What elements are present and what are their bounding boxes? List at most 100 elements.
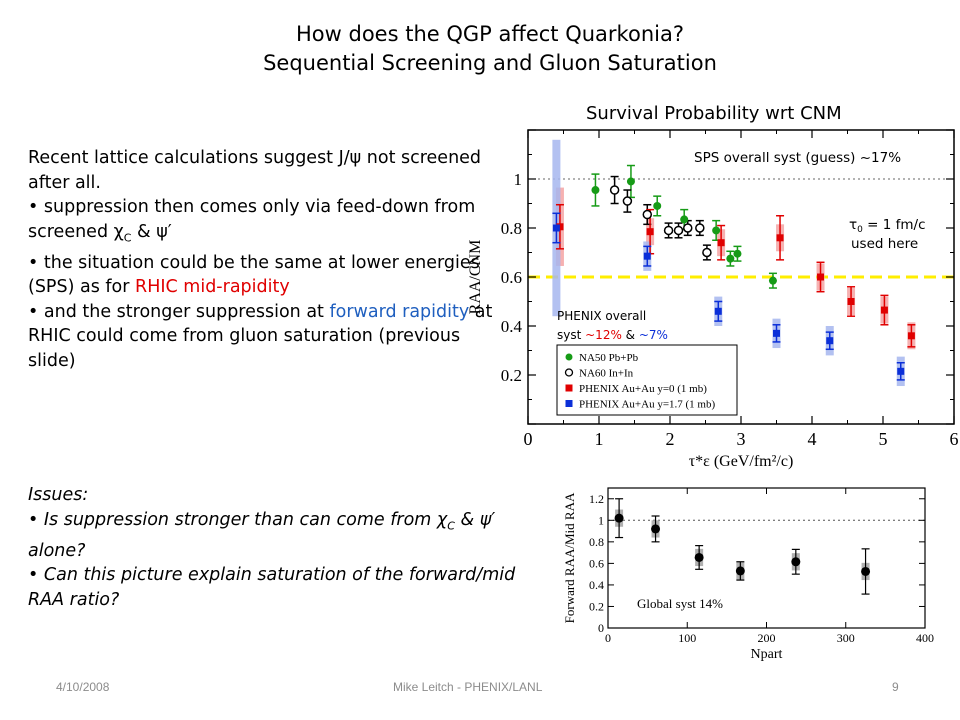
legend-label: PHENIX Au+Au y=0 (1 mb) — [579, 383, 707, 395]
data-point — [776, 234, 784, 242]
x-tick-label: 3 — [737, 429, 746, 449]
data-point — [556, 223, 564, 231]
legend-label: NA60 In+In — [579, 368, 634, 380]
body-text-span: • the situation could be the same at low… — [28, 252, 480, 298]
data-point — [626, 177, 635, 186]
data-point — [714, 307, 722, 315]
issue-1: • Is suppression stronger than can come … — [28, 508, 548, 564]
legend-label: PHENIX Au+Au y=1.7 (1 mb) — [579, 399, 715, 411]
data-point — [907, 332, 915, 340]
x-tick-label: 0 — [524, 429, 533, 449]
main-chart-legend: NA50 Pb+Pb NA60 In+In PHENIX Au+Au y=0 (1 … — [556, 344, 738, 416]
inset-data-point — [651, 524, 661, 534]
inset-syst-band — [736, 562, 745, 580]
chi-subscript: C — [123, 231, 132, 244]
footer-date: 4/10/2008 — [56, 680, 110, 694]
syst-band — [714, 296, 723, 326]
syst-band — [555, 187, 564, 266]
inset-syst-band — [695, 548, 704, 567]
inset-data-point — [694, 552, 704, 562]
data-point — [695, 223, 705, 233]
issue-2: • Can this picture explain saturation of… — [28, 565, 516, 610]
inset-y-axis-label: Forward RAA/Mid RAA — [562, 492, 577, 623]
syst-band — [907, 322, 916, 350]
slide-title-line1: How does the QGP affect Quarkonia? — [296, 22, 684, 46]
chi-glyph: χ — [436, 509, 448, 530]
inset-syst-band — [651, 520, 660, 538]
inset-syst-band — [615, 509, 624, 527]
psi-prime-symbol: ψ′ — [156, 221, 172, 242]
tau0-annotation: τ0 = 1 fm/c — [849, 217, 926, 235]
sps-syst-annotation: SPS overall syst (guess) ~17% — [694, 150, 901, 166]
syst-band — [643, 241, 652, 271]
body-paragraph-2: • suppression then comes only via feed-d… — [28, 195, 500, 251]
inset-x-tick-label: 100 — [678, 631, 696, 645]
inset-chart: 0 100 200 300 400 0 0.2 0.4 0.6 0.8 1 1.2 Npart Forwa… — [562, 487, 934, 662]
data-point — [726, 254, 735, 263]
used-here-annotation: used here — [851, 236, 918, 252]
body-paragraph-1: Recent lattice calculations suggest J/ψ … — [28, 148, 482, 193]
x-tick-label: 5 — [879, 429, 888, 449]
legend-label: NA50 Pb+Pb — [579, 352, 639, 364]
y-tick-label: 0.2 — [501, 366, 522, 385]
data-point — [880, 306, 888, 314]
slide-title-line2: Sequential Screening and Gluon Saturatio… — [263, 51, 717, 75]
data-point — [653, 201, 662, 210]
inset-y-tick-label: 0.8 — [589, 535, 604, 549]
inset-y-tick-label: 0.4 — [589, 578, 604, 592]
issues-heading: Issues: — [28, 485, 89, 505]
inset-data-point — [791, 557, 801, 567]
syst-band — [816, 263, 825, 291]
footer-page-number: 9 — [892, 680, 899, 694]
tau-value: = 1 fm/c — [863, 217, 926, 233]
syst-band — [717, 229, 726, 257]
data-point — [663, 225, 674, 236]
inset-y-tick-label: 0.6 — [589, 556, 604, 570]
data-point — [552, 224, 560, 232]
tau-subscript: 0 — [857, 225, 863, 235]
issue-text-span: & — [454, 509, 480, 530]
issue-text-span: alone? — [28, 540, 86, 561]
data-point — [622, 196, 633, 206]
main-plot-area — [528, 130, 954, 424]
syst-band — [552, 139, 561, 317]
data-point — [609, 185, 620, 195]
data-point — [717, 239, 725, 247]
data-point — [591, 186, 600, 195]
inset-x-axis-label: Npart — [751, 647, 783, 662]
legend-marker — [565, 384, 573, 392]
inset-data-point — [861, 566, 871, 576]
body-text: Recent lattice calculations suggest J/ψ … — [28, 146, 500, 373]
syst-text: syst — [557, 328, 585, 342]
data-point — [826, 337, 834, 345]
legend-box — [556, 344, 738, 416]
x-axis-label: τ*ε (GeV/fm²/c) — [689, 453, 794, 470]
inset-syst-band — [861, 562, 870, 581]
y-tick-label: 1 — [514, 170, 523, 189]
data-point — [897, 367, 905, 375]
data-point — [643, 252, 651, 260]
inset-y-tick-label: 0.2 — [589, 599, 604, 613]
inset-x-tick-label: 0 — [605, 631, 611, 645]
x-tick-label: 2 — [666, 429, 675, 449]
body-text-span: & — [131, 221, 157, 242]
inset-x-tick-label: 200 — [758, 631, 776, 645]
chi-glyph: χ — [113, 221, 124, 242]
chi-subscript: C — [447, 519, 455, 532]
inset-data-point — [614, 513, 624, 523]
data-point — [646, 228, 654, 236]
inset-x-tick-label: 300 — [837, 631, 855, 645]
data-point — [673, 225, 684, 236]
body-text-span: at RHIC could come from gluon saturation… — [28, 301, 493, 371]
legend-marker — [565, 353, 573, 361]
data-point — [642, 209, 653, 220]
syst-band — [896, 356, 905, 387]
highlight-red-text: RHIC mid-rapidity — [135, 277, 290, 297]
data-point — [680, 215, 689, 224]
body-text-span: • suppression then comes only via feed-d… — [28, 197, 476, 242]
legend-marker — [564, 368, 574, 377]
inset-syst-annotation: Global syst 14% — [637, 596, 723, 611]
syst-mid-value: ~12% — [585, 328, 622, 342]
syst-text: & — [622, 328, 639, 342]
data-point — [817, 273, 825, 281]
